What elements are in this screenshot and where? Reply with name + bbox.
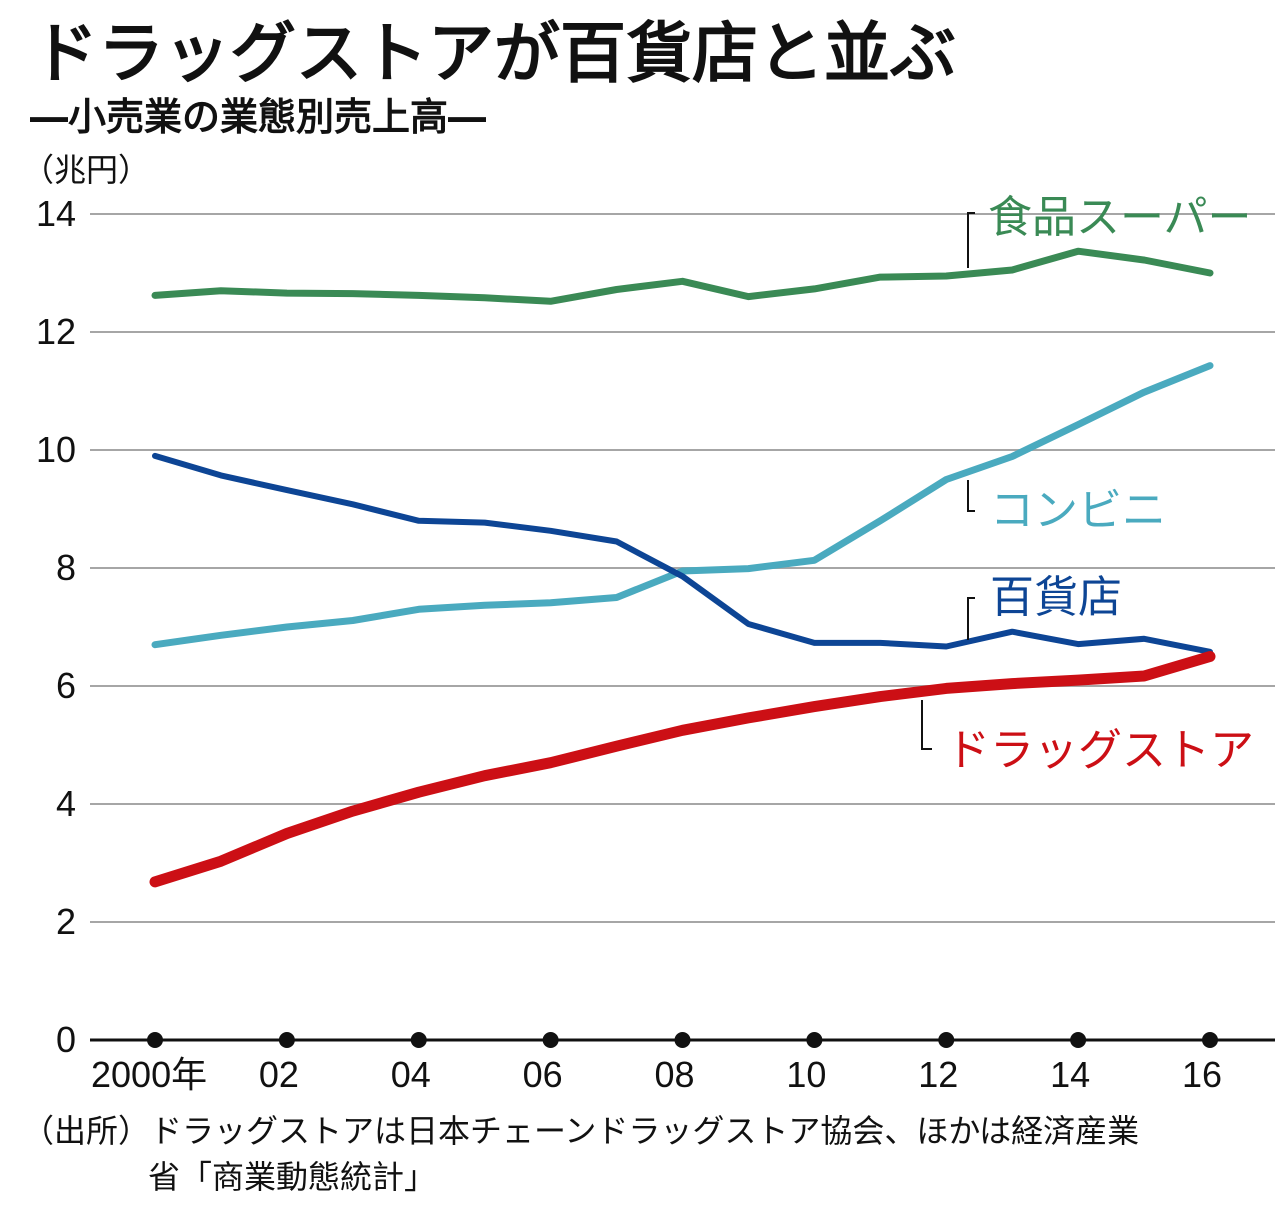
label-leader-line [967, 597, 975, 640]
label-leader-line [921, 700, 932, 750]
label-leader-line [967, 480, 975, 512]
series-line-2 [152, 452, 1213, 655]
series-label-1: コンビニ [990, 485, 1166, 536]
x-tick-label: 2000年 [91, 1054, 207, 1095]
y-tick-label: 4 [56, 783, 76, 824]
x-tick-label: 14 [1050, 1054, 1090, 1095]
x-tick-dot [278, 1032, 295, 1048]
series-line-1 [151, 362, 1214, 649]
x-tick-label: 12 [918, 1054, 958, 1095]
series-line-0 [151, 247, 1214, 305]
y-unit-label: （兆円） [22, 151, 150, 189]
x-tick-label: 10 [786, 1054, 826, 1095]
x-tick-dot [147, 1032, 163, 1048]
x-tick-dot [410, 1032, 427, 1048]
x-tick-dot [542, 1032, 559, 1048]
y-axis-ticks: 0 2 4 6 8 10 12 14 [36, 193, 76, 1060]
x-tick-dot [806, 1032, 823, 1048]
grid-lines [90, 213, 1275, 923]
y-tick-label: 14 [36, 193, 76, 234]
x-tick-dot [938, 1032, 955, 1048]
y-tick-label: 2 [56, 901, 76, 942]
x-tick-label: 04 [391, 1054, 431, 1095]
x-tick-dot [1202, 1032, 1218, 1048]
x-tick-label: 16 [1182, 1054, 1222, 1095]
series-line-3 [149, 651, 1216, 888]
y-tick-label: 10 [36, 429, 76, 470]
chart-subtitle: ―小売業の業態別売上高― [30, 95, 486, 139]
y-tick-label: 0 [56, 1019, 76, 1060]
x-tick-label: 02 [259, 1054, 299, 1095]
source-note-line-1: （出所）ドラッグストアは日本チェーンドラッグストア協会、ほかは経済産業 [22, 1112, 1139, 1150]
y-tick-label: 8 [56, 547, 76, 588]
source-note-line-2: 省「商業動態統計」 [148, 1158, 436, 1196]
series-lines [149, 247, 1216, 888]
x-tick-dot [1070, 1032, 1087, 1048]
y-tick-label: 6 [56, 665, 76, 706]
label-leader-line [967, 212, 975, 268]
chart-title: ドラッグストアが百貨店と並ぶ [32, 14, 956, 92]
series-label-3: ドラッグストア [946, 725, 1254, 776]
y-tick-label: 12 [36, 311, 76, 352]
x-axis-ticks: 2000年 02 04 06 08 10 12 14 16 [91, 1032, 1222, 1095]
x-tick-dot [674, 1032, 691, 1048]
x-tick-label: 06 [523, 1054, 563, 1095]
series-label-0: 食品スーパー [988, 192, 1252, 243]
x-tick-label: 08 [655, 1054, 695, 1095]
series-label-2: 百貨店 [990, 572, 1122, 623]
